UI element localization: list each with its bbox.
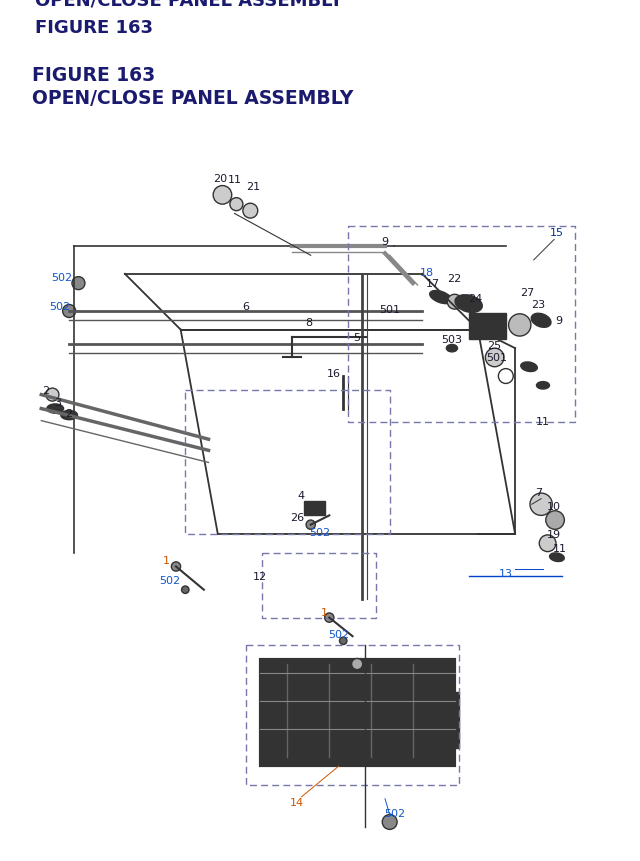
- Circle shape: [63, 305, 76, 318]
- Text: 21: 21: [246, 182, 260, 191]
- Circle shape: [72, 277, 85, 290]
- Circle shape: [182, 586, 189, 594]
- Circle shape: [243, 204, 258, 219]
- Circle shape: [447, 295, 462, 310]
- Text: 2: 2: [65, 409, 73, 418]
- Ellipse shape: [429, 291, 452, 304]
- Text: 11: 11: [553, 543, 566, 554]
- Text: 503: 503: [442, 334, 463, 344]
- Text: 10: 10: [547, 501, 561, 511]
- Circle shape: [46, 388, 59, 401]
- Text: 502: 502: [49, 302, 70, 312]
- Text: 8: 8: [305, 318, 312, 328]
- Circle shape: [351, 659, 363, 670]
- Circle shape: [172, 562, 180, 572]
- Text: 25: 25: [488, 341, 502, 351]
- Circle shape: [339, 637, 347, 645]
- Circle shape: [382, 815, 397, 829]
- Text: OPEN/CLOSE PANEL ASSEMBLY: OPEN/CLOSE PANEL ASSEMBLY: [35, 0, 342, 9]
- Ellipse shape: [536, 382, 550, 389]
- Text: 501: 501: [486, 353, 507, 363]
- Ellipse shape: [550, 554, 564, 562]
- Text: 26: 26: [290, 512, 304, 523]
- Text: 502: 502: [159, 576, 180, 585]
- Ellipse shape: [531, 314, 551, 328]
- Circle shape: [509, 314, 531, 337]
- Circle shape: [213, 186, 232, 205]
- Ellipse shape: [446, 345, 458, 352]
- Text: 22: 22: [447, 274, 462, 284]
- Text: 9: 9: [556, 316, 563, 326]
- Text: 12: 12: [253, 571, 267, 581]
- Text: 1: 1: [321, 607, 328, 617]
- Circle shape: [230, 198, 243, 212]
- Bar: [468, 313, 506, 339]
- Circle shape: [540, 536, 556, 552]
- Circle shape: [306, 520, 316, 530]
- Bar: [304, 502, 324, 516]
- Ellipse shape: [521, 362, 538, 372]
- Text: FIGURE 163: FIGURE 163: [35, 19, 152, 37]
- Ellipse shape: [455, 295, 483, 313]
- Circle shape: [324, 613, 334, 623]
- Text: 17: 17: [426, 279, 440, 288]
- Text: 7: 7: [535, 487, 542, 498]
- Text: 23: 23: [531, 300, 545, 310]
- Text: 13: 13: [499, 568, 513, 579]
- Text: 502: 502: [309, 528, 331, 537]
- Bar: [260, 660, 454, 766]
- Text: 20: 20: [214, 174, 228, 184]
- Bar: [445, 692, 460, 748]
- Text: 502: 502: [51, 272, 72, 282]
- Text: FIGURE 163: FIGURE 163: [32, 65, 156, 84]
- Bar: [260, 669, 283, 753]
- Text: 11: 11: [228, 175, 241, 185]
- Text: 502: 502: [384, 808, 405, 818]
- Text: OPEN/CLOSE PANEL ASSEMBLY: OPEN/CLOSE PANEL ASSEMBLY: [32, 89, 353, 108]
- Text: 11: 11: [536, 416, 550, 426]
- Ellipse shape: [61, 411, 77, 420]
- Text: 3: 3: [54, 398, 61, 407]
- Ellipse shape: [47, 405, 63, 413]
- Text: 19: 19: [547, 530, 561, 539]
- Circle shape: [546, 511, 564, 530]
- Text: 27: 27: [520, 288, 534, 298]
- Bar: [260, 660, 454, 766]
- Text: 5: 5: [354, 332, 361, 343]
- Text: 502: 502: [328, 629, 349, 640]
- Text: 18: 18: [420, 268, 434, 277]
- Text: 501: 501: [379, 305, 400, 315]
- Text: 2: 2: [42, 386, 49, 395]
- Text: 1: 1: [163, 555, 170, 566]
- Text: 9: 9: [381, 237, 388, 247]
- Text: 6: 6: [242, 302, 249, 312]
- Text: 14: 14: [290, 796, 304, 807]
- Text: 4: 4: [298, 491, 305, 500]
- Text: 16: 16: [327, 369, 341, 379]
- Bar: [310, 662, 343, 673]
- Circle shape: [530, 493, 552, 516]
- Text: 15: 15: [550, 228, 564, 238]
- Text: 24: 24: [468, 294, 483, 304]
- Circle shape: [485, 349, 504, 368]
